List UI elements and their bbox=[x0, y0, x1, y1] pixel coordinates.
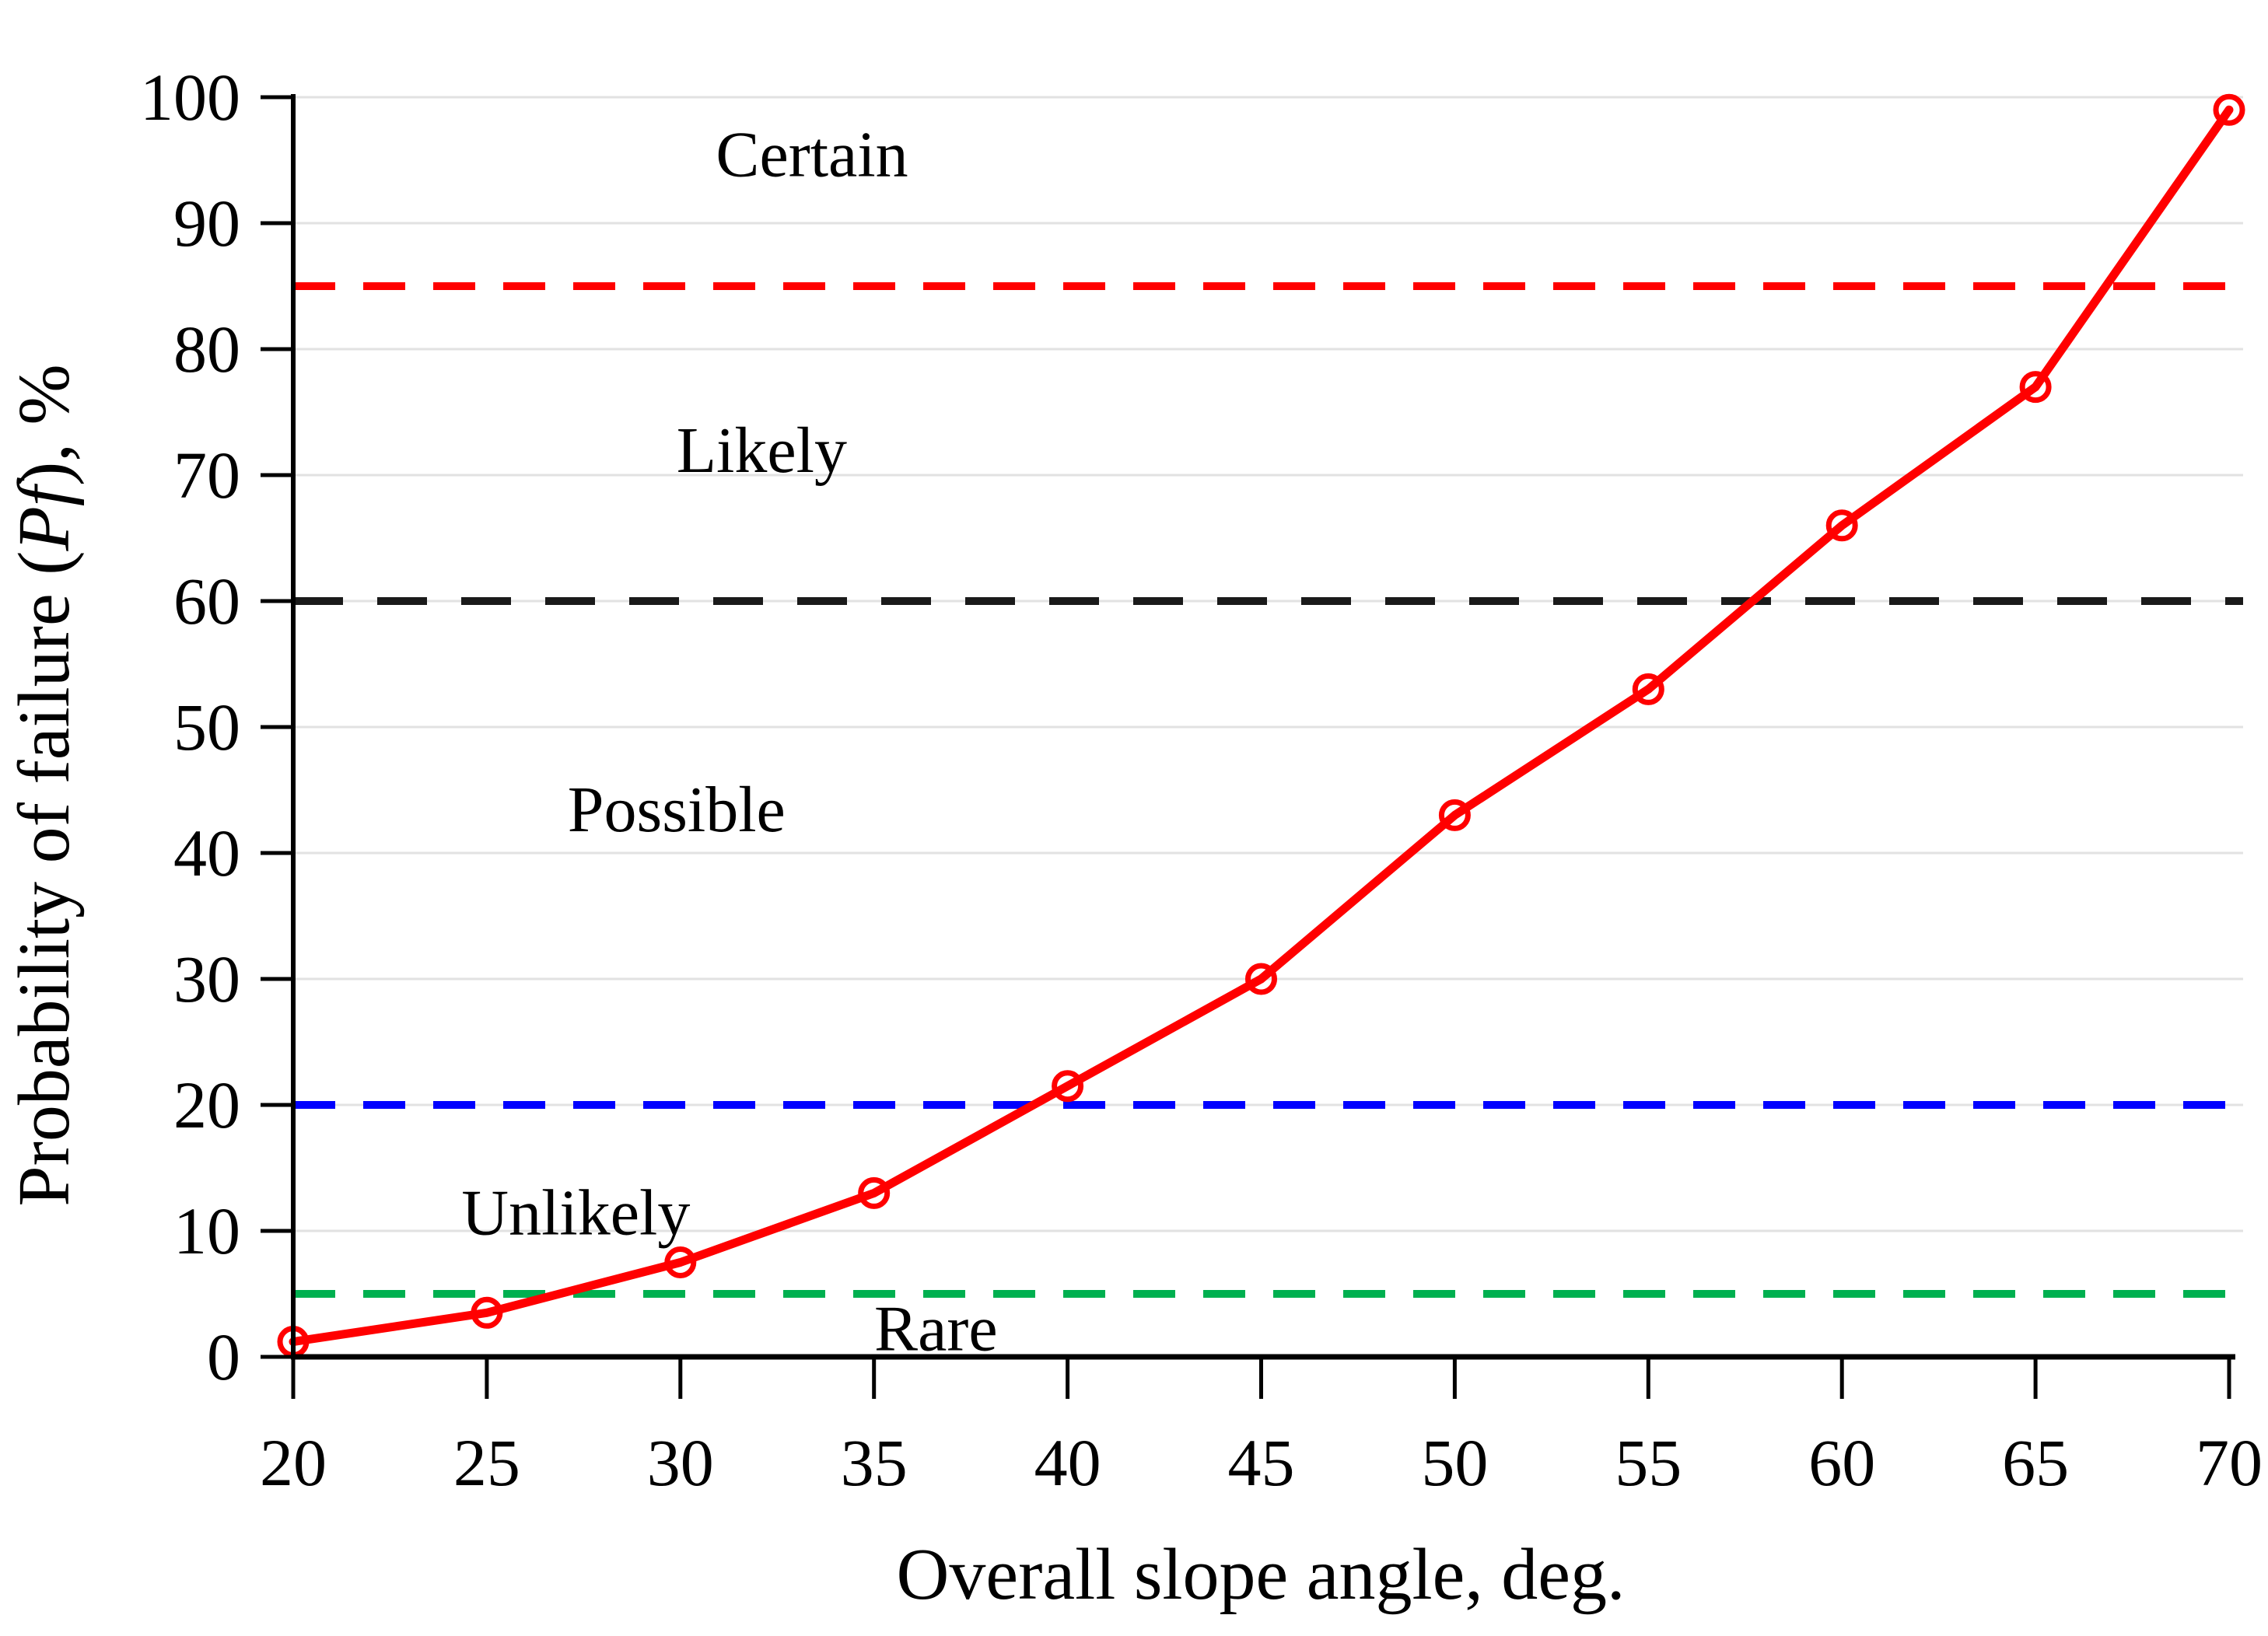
x-tick-label-50: 50 bbox=[1421, 1425, 1488, 1500]
y-tick-label-20: 20 bbox=[173, 1068, 240, 1142]
y-tick-label-0: 0 bbox=[207, 1320, 240, 1394]
x-tick-label-35: 35 bbox=[841, 1425, 908, 1500]
y-tick-label-90: 90 bbox=[173, 186, 240, 260]
x-axis-title: Overall slope angle, deg. bbox=[896, 1534, 1625, 1615]
y-tick-label-40: 40 bbox=[173, 816, 240, 890]
y-tick-label-80: 80 bbox=[173, 312, 240, 386]
data-point-marker bbox=[664, 1246, 697, 1278]
threshold-lines bbox=[293, 282, 2243, 1298]
tick-marks bbox=[261, 95, 2231, 1399]
y-axis-title: Probability of failure (Pf), % bbox=[4, 364, 85, 1206]
data-point-marker bbox=[858, 1176, 891, 1209]
data-point-marker bbox=[1052, 1070, 1084, 1103]
x-tick-label-30: 30 bbox=[647, 1425, 714, 1500]
x-tick-label-70: 70 bbox=[2196, 1425, 2263, 1500]
y-axis-title-suffix: ), % bbox=[4, 364, 85, 486]
probability-of-failure-curve bbox=[289, 105, 2234, 1347]
tick-labels: 0 10 20 30 40 50 60 70 80 90 100 20 25 30 35 40 45 50 55 60… bbox=[140, 60, 2263, 1500]
region-label-possible: Possible bbox=[568, 774, 786, 846]
x-tick-label-20: 20 bbox=[260, 1425, 327, 1500]
y-tick-label-60: 60 bbox=[173, 564, 240, 638]
y-tick-label-10: 10 bbox=[173, 1194, 240, 1268]
data-point-marker bbox=[1438, 799, 1471, 831]
region-label-unlikely: Unlikely bbox=[461, 1176, 690, 1249]
y-tick-label-50: 50 bbox=[173, 690, 240, 764]
region-labels: Certain Likely Possible Unlikely Rare bbox=[461, 118, 997, 1365]
region-label-likely: Likely bbox=[677, 414, 847, 487]
data-point-marker bbox=[1632, 673, 1664, 705]
data-point-marker bbox=[1825, 509, 1858, 542]
x-tick-label-40: 40 bbox=[1034, 1425, 1101, 1500]
data-point-marker bbox=[1245, 963, 1277, 995]
data-point-marker bbox=[2019, 371, 2052, 404]
x-tick-label-45: 45 bbox=[1228, 1425, 1295, 1500]
y-axis-title-symbol: Pf bbox=[4, 477, 85, 551]
x-tick-label-60: 60 bbox=[1808, 1425, 1875, 1500]
data-point-marker bbox=[2213, 93, 2245, 126]
y-axis-title-prefix: Probability of failure ( bbox=[4, 551, 85, 1207]
y-tick-label-30: 30 bbox=[173, 942, 240, 1016]
region-label-rare: Rare bbox=[874, 1292, 998, 1365]
x-tick-label-55: 55 bbox=[1615, 1425, 1682, 1500]
gridlines bbox=[293, 96, 2243, 1232]
y-tick-label-100: 100 bbox=[140, 60, 240, 135]
data-point-marker bbox=[471, 1296, 503, 1329]
y-tick-label-70: 70 bbox=[173, 438, 240, 512]
x-tick-label-25: 25 bbox=[453, 1425, 520, 1500]
region-label-certain: Certain bbox=[716, 118, 908, 191]
x-tick-label-65: 65 bbox=[2002, 1425, 2069, 1500]
